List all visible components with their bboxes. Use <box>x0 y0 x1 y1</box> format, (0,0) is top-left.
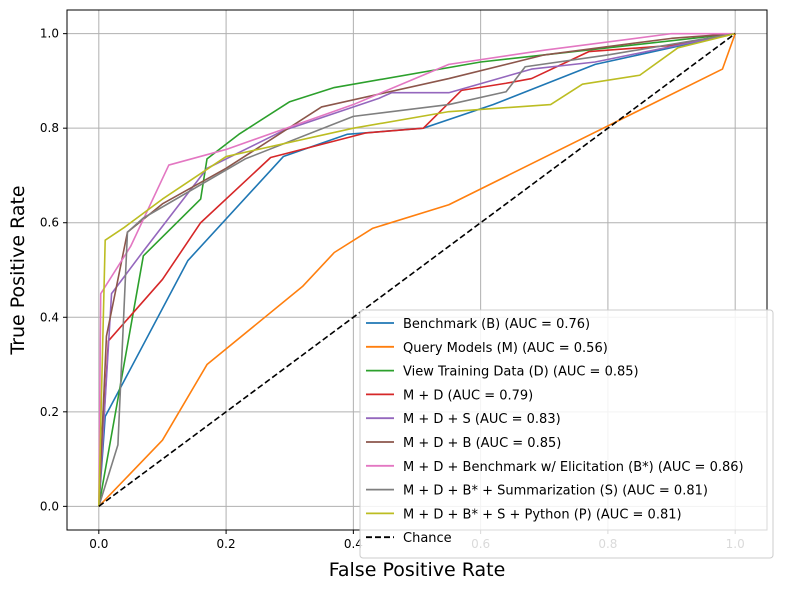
x-axis-label: False Positive Rate <box>329 559 506 581</box>
x-tick-label: 0.0 <box>89 537 108 551</box>
series-line-6 <box>98 32 736 507</box>
series-line-7 <box>98 32 736 507</box>
series-line-10 <box>98 32 736 508</box>
y-tick-label: 0.6 <box>40 216 59 230</box>
legend-entry: Query Models (M) (AUC = 0.56) <box>403 341 608 356</box>
legend-box <box>359 309 774 559</box>
series-layer <box>98 32 736 508</box>
legend-entry: View Training Data (D) (AUC = 0.85) <box>403 365 639 380</box>
y-tick-label: 0.0 <box>40 499 59 513</box>
legend-entry: M + D + B* + S + Python (P) (AUC = 0.81) <box>403 507 682 522</box>
series-line-2 <box>98 33 736 507</box>
legend-entry: M + D + B* + Summarization (S) (AUC = 0.… <box>403 484 708 499</box>
legend-entry: M + D + Benchmark w/ Elicitation (B*) (A… <box>403 460 744 475</box>
legend: Benchmark (B) (AUC = 0.76) Query Models (… <box>359 309 774 559</box>
y-axis-label: True Positive Rate <box>7 185 29 355</box>
series-line-8 <box>98 32 736 507</box>
legend-entry: Chance <box>403 531 452 546</box>
x-tick-label: 0.2 <box>217 537 236 551</box>
y-tick-label: 0.8 <box>40 121 59 135</box>
y-tick-label: 1.0 <box>40 27 59 41</box>
legend-entry: Benchmark (B) (AUC = 0.76) <box>403 317 590 332</box>
legend-entry: M + D + B (AUC = 0.85) <box>403 436 561 451</box>
y-tick-label: 0.2 <box>40 405 59 419</box>
series-line-4 <box>98 32 736 507</box>
series-line-9 <box>98 32 736 507</box>
x-tick-label: 0.4 <box>344 537 363 551</box>
legend-entry: M + D + S (AUC = 0.83) <box>403 412 561 427</box>
series-line-5 <box>98 32 736 507</box>
y-tick-label: 0.4 <box>40 310 59 324</box>
legend-entry: M + D (AUC = 0.79) <box>403 388 533 403</box>
series-line-1 <box>98 32 736 507</box>
